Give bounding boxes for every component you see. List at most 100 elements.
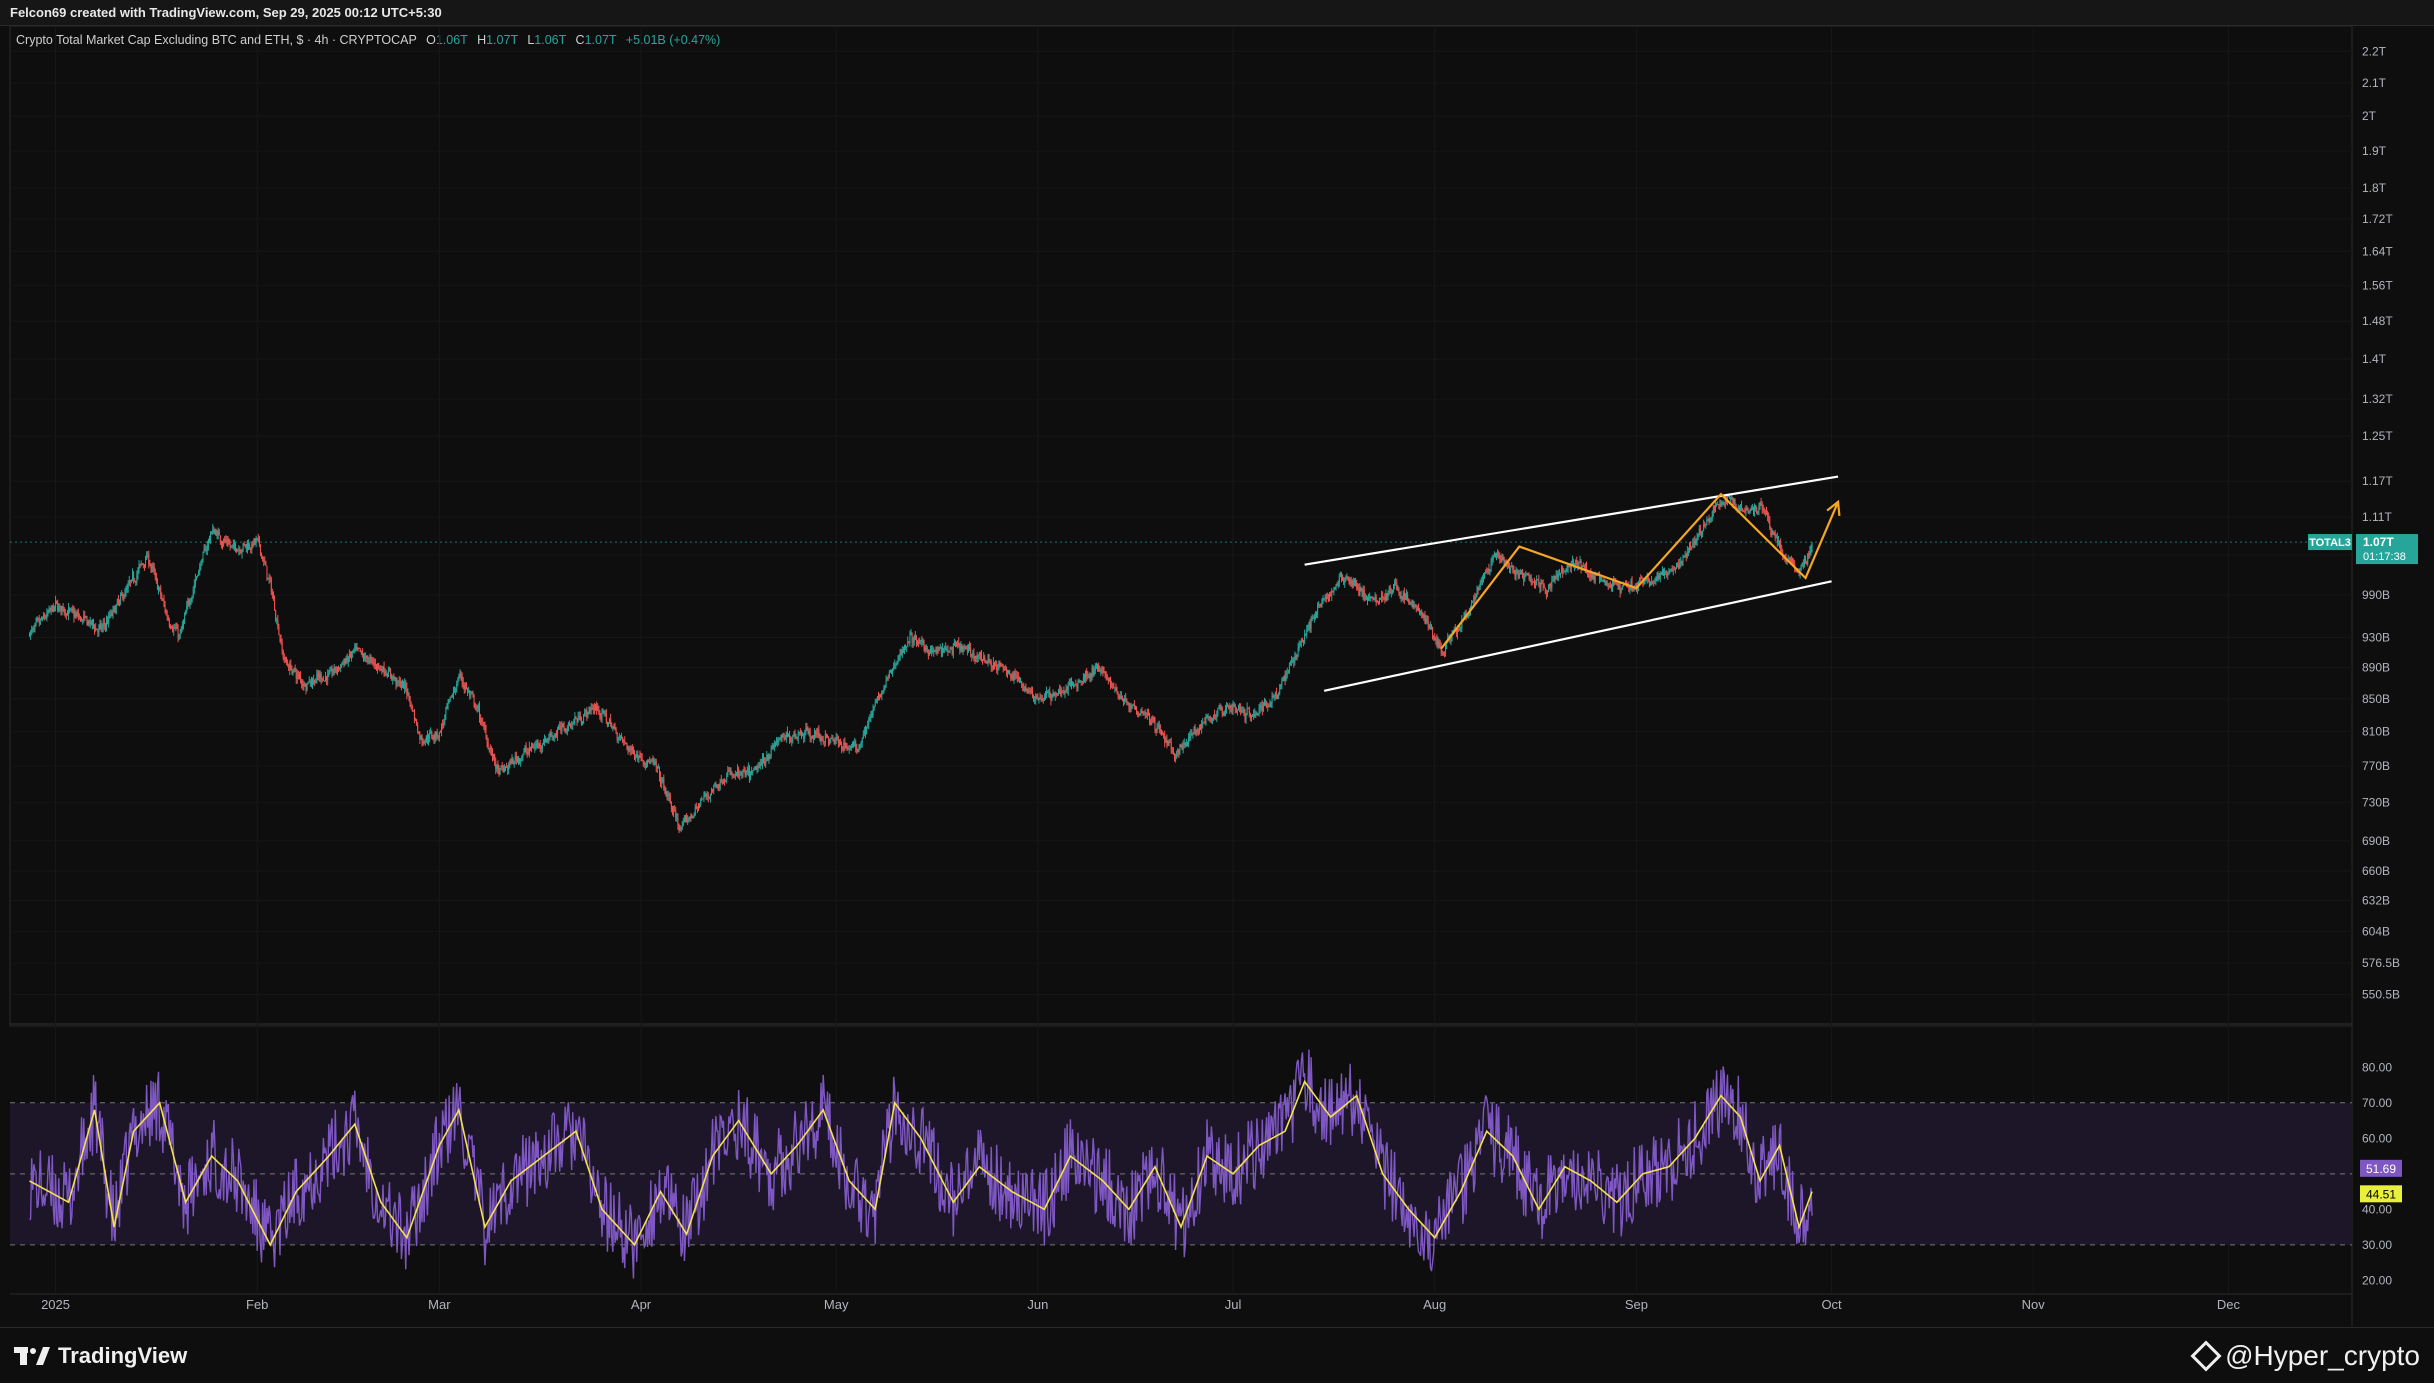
candle-body xyxy=(188,600,190,605)
candle-body xyxy=(1442,652,1444,654)
candle-body xyxy=(395,678,397,685)
y-tick-label: 660B xyxy=(2362,864,2390,878)
candle-body xyxy=(1031,690,1033,698)
candle-body xyxy=(329,671,331,674)
candle-body xyxy=(1767,513,1769,517)
candle-body xyxy=(583,715,585,724)
candle-body xyxy=(1042,698,1044,701)
candle-body xyxy=(776,740,778,744)
candle-body xyxy=(744,771,746,775)
candle-body xyxy=(899,649,901,657)
candle-body xyxy=(1511,565,1513,567)
candle-body xyxy=(1037,697,1039,699)
candle-body xyxy=(1745,508,1747,513)
candle-body xyxy=(1648,580,1650,584)
candle-body xyxy=(109,615,111,617)
rsi-y-tick-label: 80.00 xyxy=(2362,1060,2392,1074)
candle-body xyxy=(549,733,551,739)
candle-body xyxy=(110,612,112,616)
candle-body xyxy=(313,679,315,681)
candle-body xyxy=(1004,669,1006,671)
candle-body xyxy=(732,774,734,776)
candle-body xyxy=(481,720,483,723)
candle-body xyxy=(833,740,835,744)
candle-body xyxy=(512,758,514,765)
candle-body xyxy=(834,739,836,744)
candle-body xyxy=(232,544,234,546)
candle-body xyxy=(462,682,464,685)
candle-body xyxy=(114,607,116,614)
diamond-logo-icon xyxy=(2190,1339,2222,1372)
candle-body xyxy=(140,563,142,565)
candle-body xyxy=(165,609,167,615)
candle-body xyxy=(591,708,593,710)
candle-body xyxy=(1606,581,1608,585)
candle-body xyxy=(754,766,756,770)
candle-body xyxy=(1664,571,1666,576)
chart-area[interactable]: 2025 Feb Mar Apr May Jun Jul Aug Sep Oct Nov Dec2.2… xyxy=(0,26,2434,1326)
candle-body xyxy=(133,573,135,581)
candle-body xyxy=(1588,572,1590,577)
y-tick-label: 690B xyxy=(2362,834,2390,848)
candle-body xyxy=(1627,585,1629,587)
high-label: H xyxy=(477,33,487,47)
candle-body xyxy=(1062,691,1064,693)
candle-body xyxy=(698,806,700,808)
y-tick-label: 990B xyxy=(2362,588,2390,602)
candle-body xyxy=(832,738,834,741)
candle-body xyxy=(894,664,896,666)
close-label: C xyxy=(575,33,585,47)
candle-body xyxy=(849,746,851,749)
candle-body xyxy=(863,730,865,735)
candle-body xyxy=(1223,712,1225,716)
trendlines[interactable] xyxy=(1304,475,1839,692)
candle-body xyxy=(1375,596,1377,602)
candle-body xyxy=(494,753,496,762)
candle-body xyxy=(934,650,936,652)
candle-body xyxy=(73,611,75,618)
candle-body xyxy=(79,617,81,619)
candle-body xyxy=(1255,713,1257,715)
candle-body xyxy=(516,759,518,761)
zigzag-pattern[interactable] xyxy=(1440,492,1841,650)
tradingview-logo[interactable]: TradingView xyxy=(14,1343,187,1369)
candle-body xyxy=(354,646,356,651)
candle-body xyxy=(31,629,33,632)
grid xyxy=(9,26,2353,1326)
candle-body xyxy=(1003,667,1005,671)
candle-body xyxy=(1486,571,1488,573)
candle-body xyxy=(1554,576,1556,579)
candle-body xyxy=(954,641,956,644)
candle-body xyxy=(206,545,208,550)
candle-body xyxy=(871,715,873,717)
candle-body xyxy=(1476,587,1478,595)
candle-body xyxy=(819,737,821,741)
candle-body xyxy=(1738,507,1740,511)
candle-body xyxy=(417,725,419,733)
candle-body xyxy=(439,731,441,733)
candle-body xyxy=(287,663,289,665)
candle-body xyxy=(810,736,812,739)
candle-body xyxy=(150,564,152,569)
candle-body xyxy=(1069,680,1071,685)
candle-body xyxy=(319,673,321,678)
candle-body xyxy=(1134,706,1136,709)
candle-body xyxy=(637,754,639,760)
candle-body xyxy=(532,746,534,749)
candle-body xyxy=(451,694,453,698)
candle-body xyxy=(476,706,478,709)
candle-body xyxy=(1613,579,1615,585)
candle-body xyxy=(1497,552,1499,554)
candle-body xyxy=(124,593,126,599)
candle-body xyxy=(1285,674,1287,681)
candle-body xyxy=(441,724,443,733)
candle-body xyxy=(502,767,504,773)
candle-body xyxy=(1240,706,1242,713)
candle-body xyxy=(293,668,295,671)
candle-body xyxy=(1269,704,1271,707)
candle-body xyxy=(701,798,703,801)
candle-body xyxy=(799,731,801,733)
candle-body xyxy=(178,635,180,638)
candle-body xyxy=(1643,581,1645,584)
candle-body xyxy=(256,537,258,540)
